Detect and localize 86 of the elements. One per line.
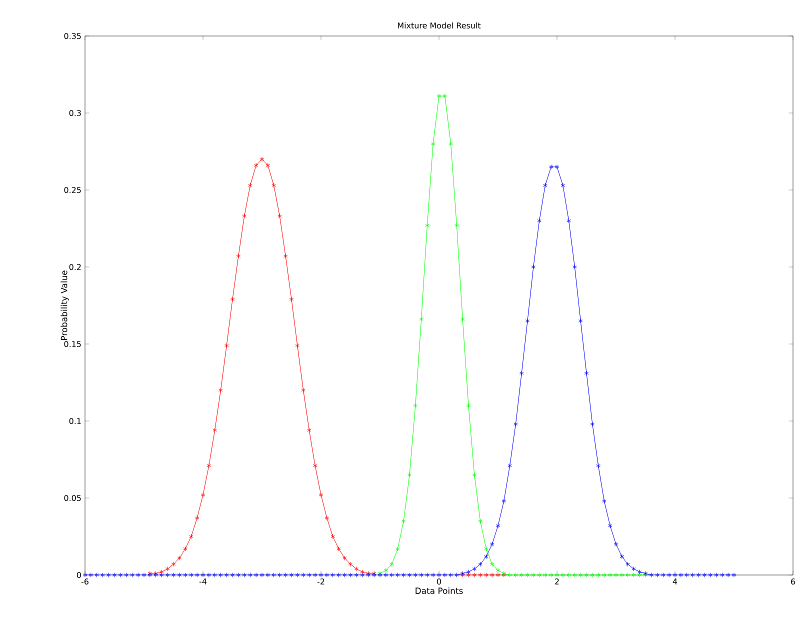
point [324,516,330,520]
point [554,572,560,578]
point [620,572,624,578]
point [183,546,188,552]
point [401,518,406,524]
point [301,388,306,393]
point [236,254,241,259]
point [278,214,282,219]
point [472,572,477,578]
point [454,222,459,228]
point [425,222,430,228]
point [578,572,583,578]
point [543,572,548,578]
point [248,182,252,188]
point [342,556,347,560]
point [171,562,176,567]
point [318,492,324,498]
point [490,572,494,578]
point [272,182,276,188]
point [632,572,636,578]
point [283,254,288,259]
point [484,572,488,578]
point [200,492,206,498]
point [590,572,595,578]
point [165,566,170,572]
point [224,343,229,348]
point [312,463,318,468]
point [584,572,589,578]
point [396,546,400,552]
point [519,572,524,578]
point [360,569,364,574]
point [637,572,642,578]
point [531,572,536,578]
point [614,572,618,578]
point [608,572,612,578]
point [407,472,412,478]
point [548,572,554,578]
point [354,566,359,572]
point [484,546,488,552]
point [596,572,600,578]
point [537,572,542,578]
point [472,472,477,478]
point [466,403,471,408]
point [307,428,312,433]
point [602,572,606,578]
point [572,572,577,578]
point [266,162,270,168]
point [442,94,448,98]
point [448,141,453,146]
point [419,316,424,322]
point [413,403,418,408]
point [254,162,258,168]
point [626,572,630,578]
point [348,562,353,567]
point [460,316,465,322]
point [242,214,246,219]
point [390,562,394,567]
point [560,572,566,578]
point [194,516,200,520]
point [478,572,482,578]
point [436,94,442,98]
point [330,534,335,539]
point [189,534,194,539]
point [336,546,341,552]
point [525,572,530,578]
y-axis-title: Probability Value [60,270,69,340]
x-axis-title: Data Points [416,587,463,594]
point [260,156,264,162]
point [160,569,164,574]
point [490,562,494,567]
point [466,572,471,578]
point [289,296,294,302]
point [566,572,571,578]
point [230,296,235,302]
point [478,518,482,524]
point [430,141,436,146]
point [514,572,518,578]
point [496,572,500,578]
point [496,568,500,573]
point [295,343,300,348]
point [177,556,182,560]
point [218,388,223,393]
point [508,572,512,578]
point [212,428,217,433]
point [384,568,388,573]
point [206,463,212,468]
